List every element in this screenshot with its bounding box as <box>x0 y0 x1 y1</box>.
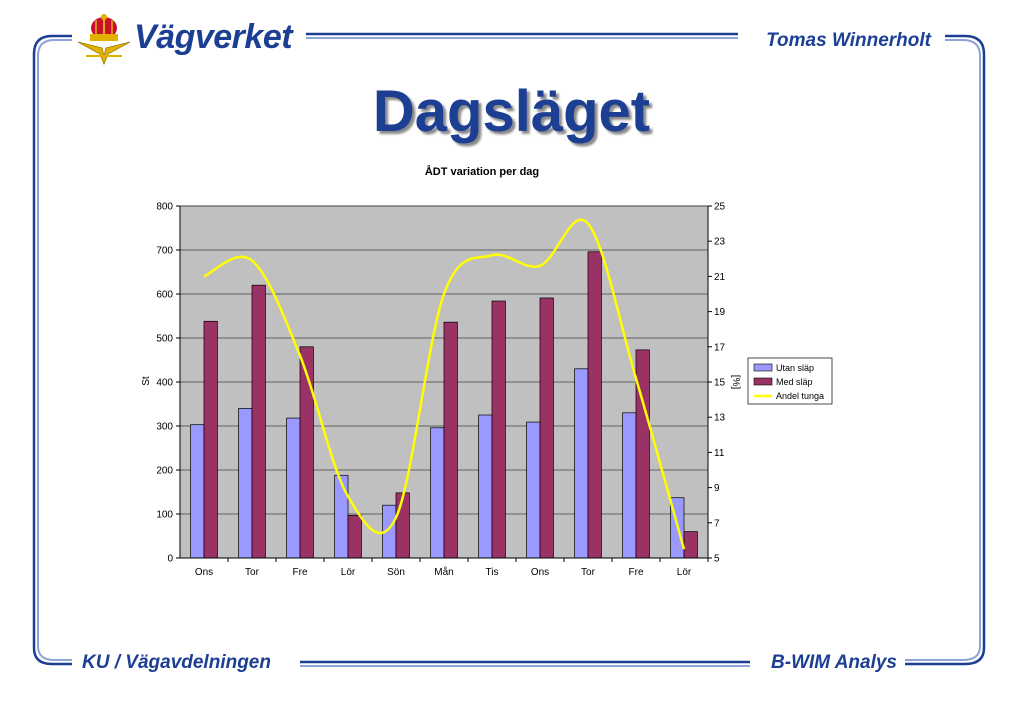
y-tick-label: 300 <box>156 422 173 433</box>
crown-icon <box>77 14 131 66</box>
y2-tick-label: 17 <box>714 342 726 353</box>
wings-icon <box>77 41 131 66</box>
logo-text: Vägverket <box>134 18 293 56</box>
chart-legend: Utan släp Med släp Andel tunga <box>747 357 833 405</box>
y2-tick-label: 7 <box>714 518 720 529</box>
x-tick-label: Sön <box>387 567 405 578</box>
vagverket-logo: Vägverket <box>76 12 316 70</box>
legend-label: Andel tunga <box>776 391 824 401</box>
axes: 0 100 200 300 400 500 600 700 800 5 7 9 11 13 15 17 19 21… <box>156 202 725 579</box>
y-tick-label: 0 <box>167 554 173 565</box>
legend-swatch <box>753 363 773 372</box>
bar-utan-slap <box>622 412 637 559</box>
x-tick-label: Fre <box>629 567 644 578</box>
x-tick-label: Tor <box>245 567 260 578</box>
y-tick-label: 800 <box>156 202 173 213</box>
bar-med-slap <box>587 251 602 559</box>
y-tick-label: 700 <box>156 246 173 257</box>
bar-med-slap <box>299 346 314 559</box>
chart-title: ÅDT variation per dag <box>425 165 539 178</box>
y2-tick-label: 19 <box>714 307 726 318</box>
x-tick-label: Mån <box>434 566 453 578</box>
bar-utan-slap <box>190 424 205 559</box>
bar-med-slap <box>539 297 554 559</box>
bar-utan-slap <box>334 474 349 559</box>
legend-label: Med släp <box>776 377 813 387</box>
x-tick-label: Tor <box>581 567 596 578</box>
bar-med-slap <box>347 514 362 559</box>
footer-department: KU / Vägavdelningen <box>82 652 271 673</box>
bar-utan-slap <box>526 421 541 559</box>
bar-med-slap <box>443 321 458 559</box>
bar-med-slap <box>683 531 698 559</box>
x-tick-label: Tis <box>486 567 499 578</box>
y2-axis-label: [%] <box>730 375 741 390</box>
y-axis-label: St <box>141 376 152 386</box>
bar-utan-slap <box>238 408 253 559</box>
y2-tick-label: 11 <box>714 448 725 459</box>
bar-med-slap <box>491 300 506 559</box>
y-tick-label: 200 <box>156 466 173 477</box>
legend-label: Utan släp <box>776 363 814 373</box>
line-series <box>203 218 686 550</box>
author-name: Tomas Winnerholt <box>766 30 931 51</box>
y2-tick-label: 21 <box>714 272 726 283</box>
x-tick-label: Ons <box>195 567 213 578</box>
x-tick-label: Lör <box>341 567 356 578</box>
slide-title: Dagsläget <box>372 79 651 144</box>
y-tick-label: 100 <box>156 510 173 521</box>
bar-utan-slap <box>574 368 589 559</box>
x-tick-label: Ons <box>531 567 549 578</box>
bar-med-slap <box>251 284 266 559</box>
y-tick-label: 500 <box>156 334 173 345</box>
bar-utan-slap <box>430 427 445 559</box>
andel-tunga-line <box>203 218 686 550</box>
y2-tick-label: 23 <box>714 237 726 248</box>
x-tick-label: Fre <box>293 567 308 578</box>
x-tick-label: Lör <box>677 567 692 578</box>
y2-tick-label: 25 <box>714 202 726 213</box>
bar-utan-slap <box>286 417 301 559</box>
y2-tick-label: 9 <box>714 483 720 494</box>
y-tick-label: 600 <box>156 290 173 301</box>
y-tick-label: 400 <box>156 378 173 389</box>
y2-tick-label: 5 <box>714 554 720 565</box>
y2-tick-label: 15 <box>714 378 726 389</box>
bar-utan-slap <box>478 414 493 559</box>
y2-tick-label: 13 <box>714 413 726 424</box>
bars <box>190 251 698 559</box>
bar-med-slap <box>395 492 410 559</box>
footer-title: B-WIM Analys <box>771 652 897 673</box>
legend-swatch <box>753 377 773 386</box>
bar-med-slap <box>203 320 218 559</box>
